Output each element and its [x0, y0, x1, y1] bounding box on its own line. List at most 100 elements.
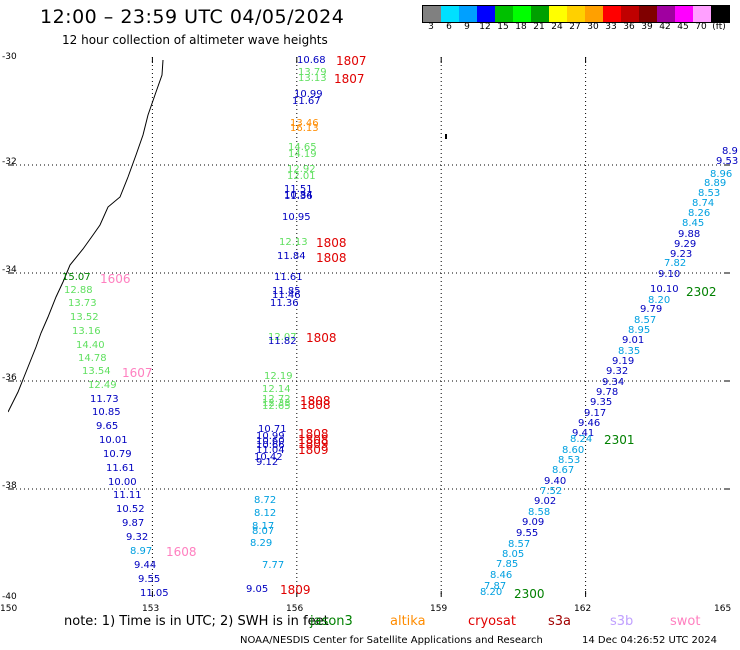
swh-value-label: 11.36: [270, 298, 299, 309]
legend-label: 18: [515, 22, 527, 32]
legend-swatch: [639, 6, 657, 22]
swh-value-label: 8.24: [570, 434, 593, 445]
lat-tick-label: -36: [2, 373, 17, 383]
swh-value-label: 8.26: [688, 208, 711, 219]
swh-value-label: 10.71: [258, 424, 287, 435]
swh-value-label: 14.19: [288, 149, 317, 160]
swh-value-label: 9.09: [522, 517, 545, 528]
legend-swatch: [621, 6, 639, 22]
swh-value-label: 9.23: [670, 249, 693, 260]
swh-value-label: 10.79: [103, 449, 132, 460]
swh-value-label: 9.01: [622, 335, 645, 346]
swh-value-label: 15.07: [62, 272, 91, 283]
swh-value-label: 10.68: [297, 55, 326, 66]
swh-value-label: 12.19: [264, 371, 293, 382]
swh-value-label: 8.07: [252, 526, 275, 537]
pass-time-label: 2301: [604, 433, 635, 447]
swh-value-label: 7.85: [496, 559, 519, 570]
swh-value-label: 12.07: [268, 332, 297, 343]
swh-value-label: 9.79: [640, 304, 663, 315]
swh-value-label: 12.65: [262, 401, 291, 412]
swh-value-label: 8.89: [704, 178, 727, 189]
swh-value-label: 11.67: [292, 96, 321, 107]
pass-time-label: 1808: [298, 433, 329, 447]
swh-value-label: 11.11: [113, 490, 142, 501]
pass-time-label: 1606: [100, 272, 131, 286]
legend-swatch: [693, 6, 711, 22]
swh-value-label: 9.35: [590, 397, 613, 408]
swh-value-label: 10.60: [256, 436, 285, 447]
satellite-name: altika: [390, 614, 426, 629]
legend-swatch: [513, 6, 531, 22]
legend-swatch: [603, 6, 621, 22]
swh-value-label: 11.82: [268, 336, 297, 347]
legend-swatch: [477, 6, 495, 22]
swh-value-label: 8.74: [692, 198, 715, 209]
pass-time-label: 1608: [166, 545, 197, 559]
swh-value-label: 9.65: [96, 421, 119, 432]
swh-value-label: 10.00: [108, 477, 137, 488]
map-subtitle: 12 hour collection of altimeter wave hei…: [62, 33, 328, 47]
swh-value-label: 13.46: [290, 118, 319, 129]
swh-value-label: 12.33: [262, 398, 291, 409]
swh-value-label: 7.77: [262, 560, 285, 571]
coastline: [8, 59, 164, 413]
swh-value-label: 8.12: [254, 508, 277, 519]
swh-value-label: 12.72: [262, 394, 291, 405]
legend-swatch: [675, 6, 693, 22]
legend-label: 12: [479, 22, 491, 32]
lon-tick-label: 153: [142, 604, 160, 614]
swh-value-label: 8.57: [508, 539, 531, 550]
footer-credit: NOAA/NESDIS Center for Satellite Applica…: [240, 635, 543, 646]
legend-swatch: [531, 6, 549, 22]
swh-value-label: 9.40: [544, 476, 567, 487]
swh-value-label: 9.32: [606, 366, 629, 377]
lon-tick-label: 159: [430, 604, 448, 614]
swh-value-label: 9.55: [138, 574, 161, 585]
swh-value-label: 12.92: [287, 164, 316, 175]
swh-value-label: 9.78: [596, 387, 619, 398]
lon-tick-label: 162: [574, 604, 592, 614]
swh-value-label: 9.19: [612, 356, 635, 367]
swh-value-label: 8.95: [628, 325, 651, 336]
swh-value-label: 11.04: [256, 445, 285, 456]
swh-value-label: 12.88: [64, 285, 93, 296]
swh-value-label: 10.95: [282, 212, 311, 223]
satellite-name: cryosat: [468, 614, 516, 629]
swh-value-label: 9.17: [584, 408, 607, 419]
lon-tick-label: 156: [286, 604, 304, 614]
legend-swatch: [711, 6, 729, 22]
legend-label: 45: [677, 22, 689, 32]
swh-value-label: 8.72: [254, 495, 277, 506]
swh-value-label: 9.41: [572, 428, 595, 439]
swh-value-label: 10.10: [650, 284, 679, 295]
island-mark: [445, 134, 447, 139]
legend-label: 70: [695, 22, 707, 32]
swh-value-label: 10.01: [99, 435, 128, 446]
legend-label: 30: [587, 22, 599, 32]
swh-value-label: 9.44: [134, 560, 157, 571]
swh-value-label: 8.35: [618, 346, 641, 357]
legend-label: 15: [497, 22, 509, 32]
swh-value-label: 11.51: [284, 184, 313, 195]
swh-value-label: 9.02: [534, 496, 557, 507]
wave-height-map: [8, 57, 730, 597]
swh-value-label: 13.16: [72, 326, 101, 337]
lon-tick-label: 150: [0, 604, 18, 614]
legend-swatch: [441, 6, 459, 22]
legend-label: 36: [623, 22, 635, 32]
swh-value-label: 11.05: [140, 588, 169, 599]
pass-time-label: 1808: [316, 236, 347, 250]
swh-value-label: 8.57: [634, 315, 657, 326]
swh-value-label: 8.17: [252, 521, 275, 532]
swh-value-label: 8.53: [698, 188, 721, 199]
lon-tick-label: 165: [714, 604, 732, 614]
swh-value-label: 9.12: [256, 457, 279, 468]
swh-value-label: 7.52: [540, 486, 563, 497]
swh-value-label: 12.01: [287, 171, 316, 182]
graticule: [8, 57, 730, 597]
pass-time-label: 1807: [334, 72, 365, 86]
legend-label: 39: [641, 22, 653, 32]
swh-value-label: 9.53: [716, 156, 739, 167]
legend-swatch: [423, 6, 441, 22]
